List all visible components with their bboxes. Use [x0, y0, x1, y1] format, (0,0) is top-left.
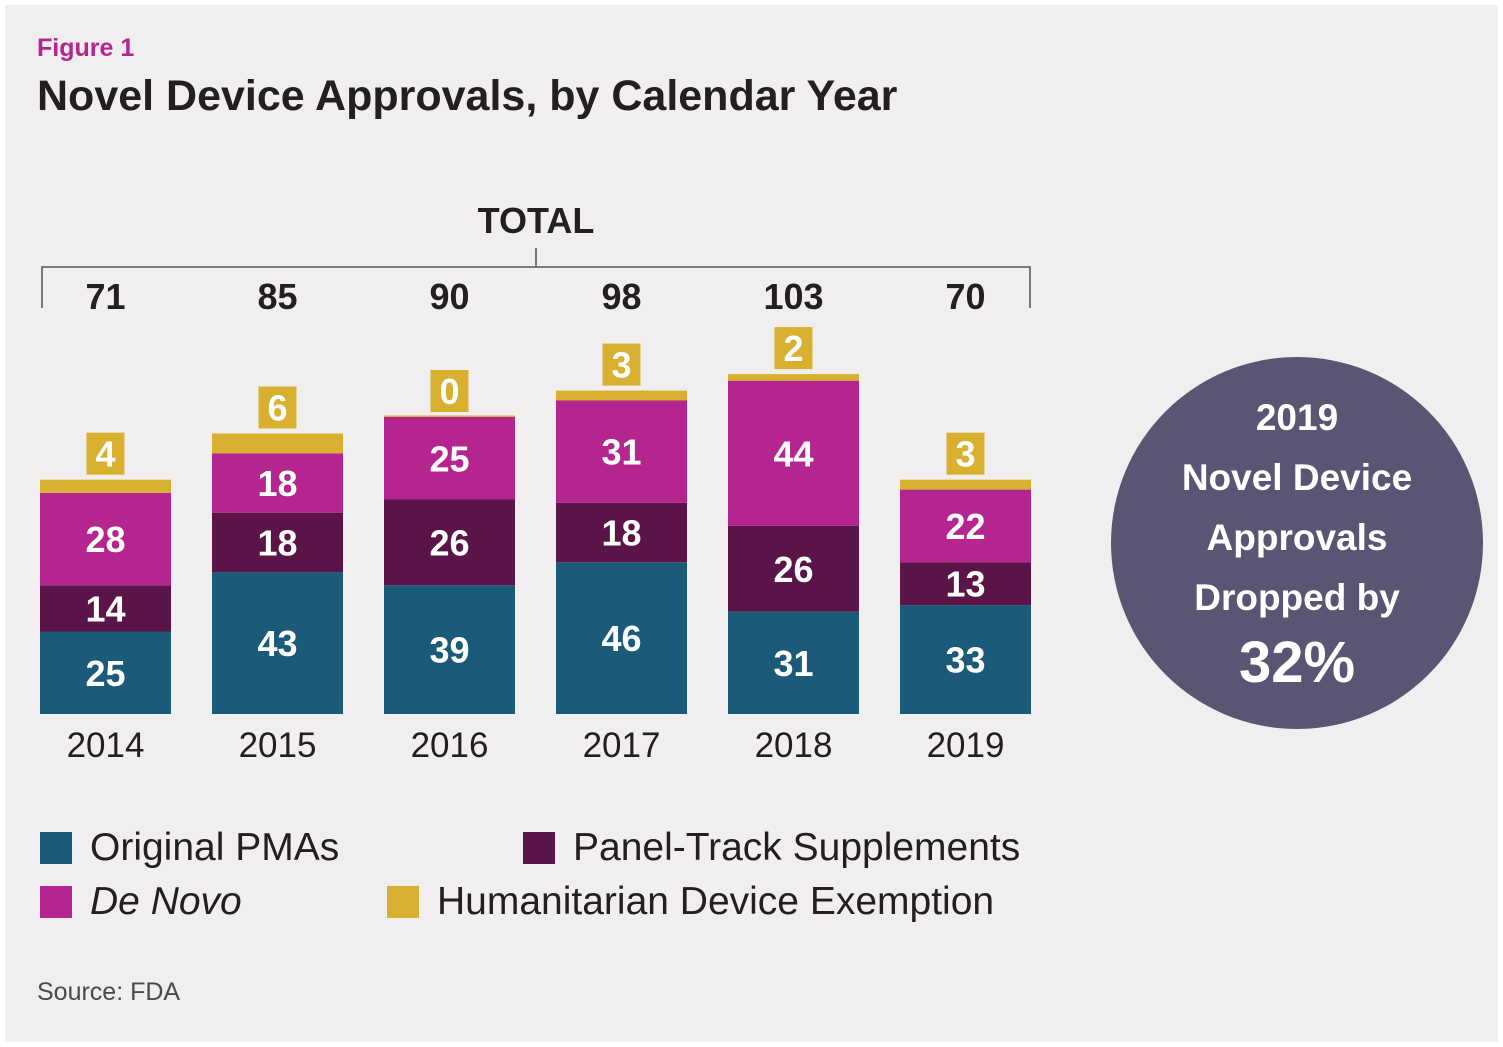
bar-label-original_pma-2017: 46	[601, 618, 641, 659]
bar-label-panel_track-2018: 26	[773, 549, 813, 590]
bar-label-de_novo-2015: 18	[257, 463, 297, 504]
callout-year: 2019	[1255, 397, 1339, 438]
bar-label-original_pma-2015: 43	[257, 623, 297, 664]
hde-label-box-2018	[774, 327, 813, 370]
total-bracket	[41, 266, 1031, 308]
bar-label-panel_track-2016: 26	[429, 522, 469, 563]
bar-label-panel_track-2017: 18	[601, 513, 641, 554]
hde-label-box-2015	[258, 386, 297, 429]
bar-segment-original_pma-2016	[384, 585, 515, 714]
bar-label-panel_track-2015: 18	[257, 522, 297, 563]
total-label-2018: 103	[763, 276, 823, 317]
callout-percent: 32%	[1238, 630, 1356, 695]
x-tick-2014: 2014	[67, 726, 145, 765]
bar-label-hde-2018: 2	[783, 328, 803, 369]
total-label-2014: 71	[85, 276, 125, 317]
callout-line-4: Dropped by	[1194, 577, 1400, 618]
bar-label-de_novo-2016: 25	[429, 438, 469, 479]
legend-swatch-hde	[387, 886, 419, 918]
source-note: Source: FDA	[37, 978, 181, 1006]
bar-label-original_pma-2016: 39	[429, 630, 469, 671]
bar-segment-de_novo-2015	[212, 453, 343, 513]
bar-label-hde-2014: 4	[95, 434, 115, 475]
bar-label-hde-2015: 6	[267, 388, 287, 429]
bar-segment-hde-2015	[212, 433, 343, 454]
hde-label-box-2017	[602, 343, 641, 386]
bar-segment-hde-2019	[900, 479, 1031, 490]
bar-segment-hde-2017	[556, 390, 687, 401]
bar-segment-de_novo-2016	[384, 417, 515, 500]
legend-swatch-original-pma	[40, 832, 72, 864]
hde-label-box-2014	[86, 432, 125, 475]
legend-label-original-pma: Original PMAs	[90, 826, 340, 869]
legend-item-hde: Humanitarian Device Exemption	[387, 880, 994, 924]
x-tick-2016: 2016	[411, 726, 489, 765]
legend-swatch-de-novo	[40, 886, 72, 918]
bar-label-de_novo-2018: 44	[773, 433, 813, 474]
figure-label: Figure 1	[37, 34, 135, 62]
total-label-2016: 90	[429, 276, 469, 317]
bar-segment-hde-2014	[40, 479, 171, 493]
hde-label-box-2019	[946, 432, 985, 475]
legend-swatch-panel-track	[523, 832, 555, 864]
legend-item-original-pma: Original PMAs	[40, 826, 339, 870]
bar-segment-panel_track-2015	[212, 512, 343, 573]
bar-label-de_novo-2014: 28	[85, 519, 125, 560]
bar-segment-panel_track-2019	[900, 562, 1031, 606]
bar-segment-panel_track-2018	[728, 525, 859, 612]
x-tick-2019: 2019	[927, 726, 1005, 765]
bar-label-original_pma-2019: 33	[945, 640, 985, 681]
hde-label-box-2016	[430, 370, 469, 412]
bar-segment-hde-2016	[384, 415, 515, 417]
bar-segment-original_pma-2015	[212, 572, 343, 714]
bar-segment-de_novo-2018	[728, 380, 859, 526]
total-heading: TOTAL	[478, 200, 595, 241]
bar-segment-panel_track-2017	[556, 502, 687, 563]
bar-label-de_novo-2017: 31	[601, 432, 641, 473]
total-label-2015: 85	[257, 276, 297, 317]
x-tick-2017: 2017	[583, 726, 661, 765]
legend-label-de-novo: De Novo	[90, 880, 242, 923]
bar-segment-hde-2018	[728, 374, 859, 381]
total-label-2017: 98	[601, 276, 641, 317]
bar-segment-de_novo-2014	[40, 492, 171, 586]
legend-label-panel-track: Panel-Track Supplements	[573, 826, 1021, 869]
bar-label-de_novo-2019: 22	[945, 506, 985, 547]
x-tick-2015: 2015	[239, 726, 317, 765]
bar-label-panel_track-2019: 13	[945, 564, 985, 605]
bar-segment-original_pma-2017	[556, 562, 687, 714]
legend-item-panel-track: Panel-Track Supplements	[523, 826, 1020, 870]
bar-label-hde-2017: 3	[611, 345, 631, 386]
bar-label-hde-2019: 3	[955, 434, 975, 475]
bar-segment-panel_track-2016	[384, 499, 515, 586]
bar-label-original_pma-2018: 31	[773, 643, 813, 684]
x-tick-2018: 2018	[755, 726, 833, 765]
chart-title: Novel Device Approvals, by Calendar Year	[37, 72, 898, 120]
legend-label-hde: Humanitarian Device Exemption	[437, 880, 995, 923]
callout-line-2: Novel Device	[1181, 457, 1413, 498]
bar-segment-original_pma-2014	[40, 631, 171, 714]
legend-item-de-novo: De Novo	[40, 880, 242, 924]
callout-circle: 2019 Novel Device Approvals Dropped by 3…	[1111, 357, 1483, 729]
callout-line-3: Approvals	[1206, 517, 1388, 558]
bar-segment-panel_track-2014	[40, 585, 171, 632]
bar-label-hde-2016: 0	[439, 371, 459, 412]
bar-segment-de_novo-2019	[900, 489, 1031, 563]
bar-segment-de_novo-2017	[556, 400, 687, 503]
bar-segment-original_pma-2019	[900, 605, 1031, 714]
bar-segment-original_pma-2018	[728, 611, 859, 714]
bar-label-original_pma-2014: 25	[85, 653, 125, 694]
total-label-2019: 70	[945, 276, 985, 317]
bar-label-panel_track-2014: 14	[85, 588, 125, 629]
